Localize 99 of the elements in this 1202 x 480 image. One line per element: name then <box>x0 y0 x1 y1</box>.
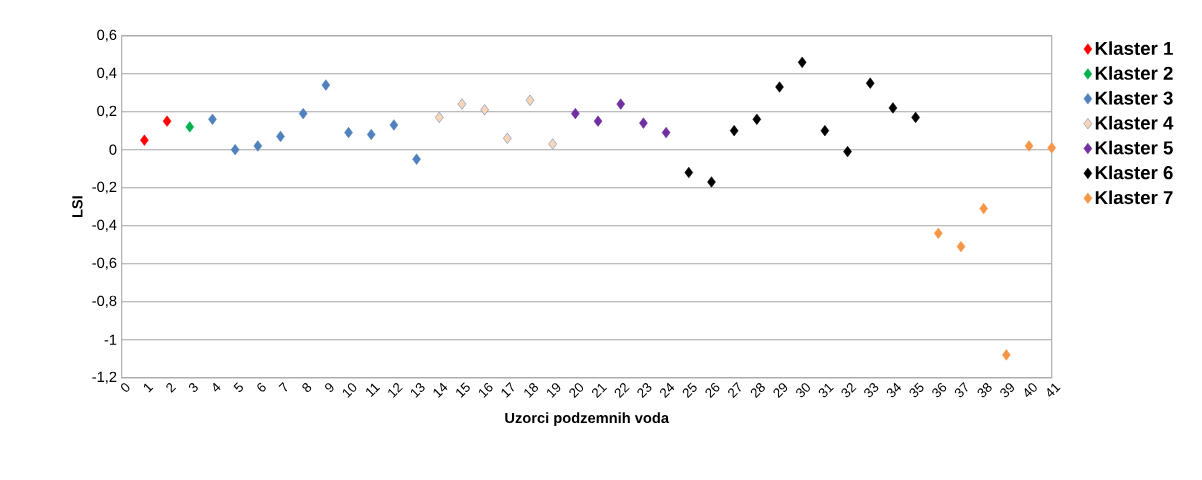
x-tick-label: 31 <box>818 383 834 398</box>
x-tick-label: 5 <box>233 382 243 392</box>
y-tick-label: -0,4 <box>92 219 117 232</box>
point <box>253 140 263 152</box>
point <box>525 94 535 106</box>
point <box>888 102 898 114</box>
point <box>797 56 807 68</box>
legend-label: Klaster 6 <box>1095 165 1173 180</box>
x-tick-label: 9 <box>325 383 334 392</box>
point <box>298 107 308 120</box>
point <box>185 121 195 133</box>
x-tick-label: 12 <box>388 383 403 398</box>
point <box>820 125 830 137</box>
point <box>366 128 376 141</box>
x-tick-label: 40 <box>1024 383 1037 397</box>
x-tick-label: 33 <box>864 383 879 398</box>
legend-label: Klaster 4 <box>1095 115 1174 130</box>
x-tick-label: 16 <box>479 383 493 398</box>
y-tick-label: -0,8 <box>92 295 117 308</box>
point <box>412 153 421 165</box>
y-tick-label: 0,6 <box>97 29 117 42</box>
point <box>276 130 285 142</box>
y-tick-label: -1,2 <box>92 371 117 384</box>
x-tick-label: 10 <box>342 383 357 398</box>
x-tick-label: 0 <box>121 383 130 392</box>
x-tick-label: 28 <box>750 383 765 399</box>
point <box>661 127 671 139</box>
x-tick-label: 23 <box>637 383 652 399</box>
legend-label: Klaster 7 <box>1095 190 1173 205</box>
y-tick-label: -0,2 <box>92 181 117 194</box>
x-tick-label: 35 <box>909 382 924 398</box>
point <box>775 81 784 93</box>
x-tick-label: 13 <box>410 383 425 398</box>
x-tick-label: 15 <box>456 382 470 398</box>
point <box>480 104 489 116</box>
x-tick-label: 8 <box>302 383 312 392</box>
x-tick-label: 11 <box>366 383 381 398</box>
x-tick-label: 29 <box>773 383 788 399</box>
point <box>230 144 240 156</box>
point <box>140 134 149 146</box>
point <box>1002 349 1011 361</box>
legend-label: Klaster 2 <box>1095 66 1173 80</box>
x-tick-label: 22 <box>614 383 630 399</box>
x-tick-label: 19 <box>547 383 561 398</box>
x-tick-label: 27 <box>728 382 741 399</box>
point <box>729 125 739 137</box>
point <box>684 166 694 179</box>
x-tick-label: 41 <box>1047 383 1061 397</box>
point <box>707 176 716 188</box>
x-tick-label: 7 <box>278 382 288 392</box>
point <box>593 115 603 127</box>
legend-label: Klaster 1 <box>1095 41 1173 56</box>
legend-label: Klaster 3 <box>1095 91 1173 105</box>
point <box>865 77 875 89</box>
y-tick-label: -1 <box>104 334 117 345</box>
x-tick-label: 24 <box>660 382 675 399</box>
x-tick-label: 30 <box>796 383 810 398</box>
point <box>616 98 626 110</box>
x-tick-label: 6 <box>257 383 266 392</box>
y-axis-title: LSI <box>72 196 83 218</box>
point <box>639 117 648 129</box>
point <box>956 240 966 253</box>
x-tick-label: 34 <box>886 382 902 398</box>
point <box>503 132 512 144</box>
x-tick-label: 17 <box>501 382 514 398</box>
x-tick-label: 39 <box>1000 383 1014 398</box>
x-axis-title: Uzorci podzemnih voda <box>505 412 670 427</box>
x-tick-label: 36 <box>932 383 947 398</box>
x-tick-label: 21 <box>592 383 608 399</box>
x-tick-label: 32 <box>841 383 857 398</box>
point <box>457 98 467 110</box>
y-tick-label: 0 <box>109 144 117 155</box>
point <box>548 138 557 150</box>
point <box>911 111 920 123</box>
x-tick-label: 38 <box>977 383 992 398</box>
x-tick-label: 25 <box>682 382 697 399</box>
x-tick-label: 14 <box>433 382 448 398</box>
x-tick-label: 4 <box>213 382 221 392</box>
y-tick-label: 0,4 <box>97 67 117 80</box>
legend-label: Klaster 5 <box>1095 140 1173 155</box>
x-tick-label: 18 <box>524 383 539 398</box>
point <box>435 111 444 123</box>
x-tick-label: 37 <box>954 382 968 398</box>
point <box>752 113 762 125</box>
x-tick-label: 1 <box>143 383 154 393</box>
x-tick-label: 26 <box>705 383 720 399</box>
point <box>389 119 399 131</box>
point <box>1024 140 1034 152</box>
point <box>344 127 353 139</box>
x-tick-label: 20 <box>569 383 584 399</box>
point <box>1047 142 1056 154</box>
point <box>162 115 172 127</box>
y-tick-label: -0,6 <box>92 257 117 270</box>
y-tick-label: 0,2 <box>97 105 117 118</box>
point <box>321 79 331 91</box>
point <box>208 113 217 125</box>
point <box>934 227 943 239</box>
x-tick-label: 2 <box>166 383 177 393</box>
x-tick-label: 3 <box>188 383 198 392</box>
